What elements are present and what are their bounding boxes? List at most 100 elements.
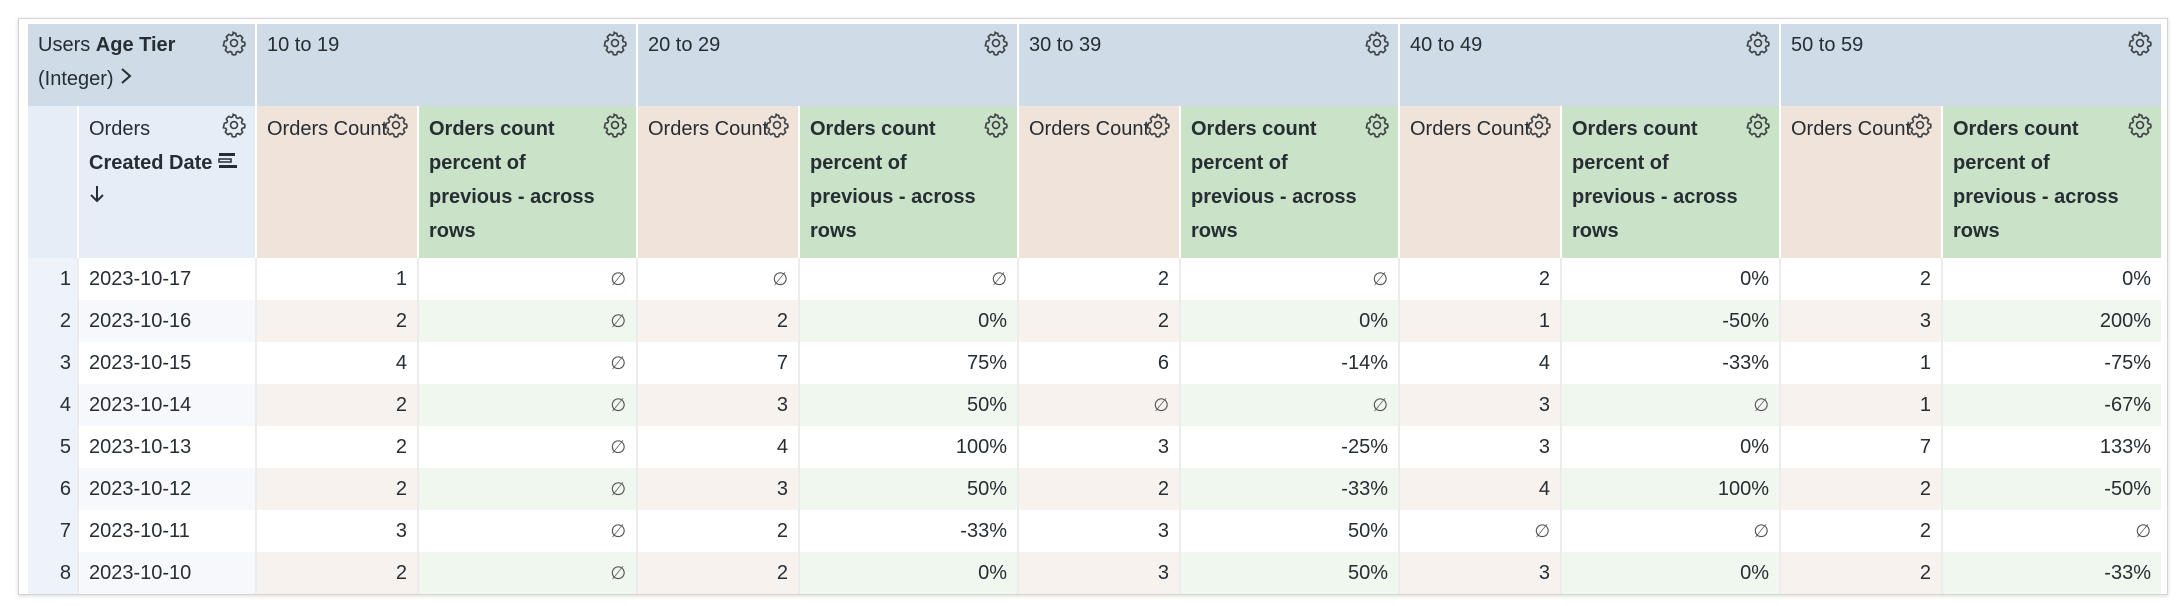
percent-previous-header[interactable]: Orders count percent of previous - acros… [417, 106, 637, 258]
percent-previous-cell[interactable]: ∅ [417, 510, 637, 552]
percent-previous-cell[interactable]: ∅ [1560, 510, 1780, 552]
orders-count-cell[interactable]: 2 [1017, 300, 1180, 342]
percent-previous-cell[interactable]: 200% [1941, 300, 2161, 342]
percent-previous-cell[interactable]: 100% [798, 426, 1018, 468]
orders-count-header[interactable]: Orders Count [636, 106, 799, 258]
created-date-cell[interactable]: 2023-10-15 [77, 342, 256, 384]
orders-count-cell[interactable]: ∅ [1398, 510, 1561, 552]
percent-previous-cell[interactable]: -50% [1560, 300, 1780, 342]
percent-previous-cell[interactable]: ∅ [417, 468, 637, 510]
orders-count-cell[interactable]: ∅ [636, 258, 799, 300]
orders-count-cell[interactable]: 3 [636, 384, 799, 426]
percent-previous-cell[interactable]: ∅ [417, 300, 637, 342]
percent-previous-header[interactable]: Orders count percent of previous - acros… [1941, 106, 2161, 258]
gear-icon[interactable] [602, 30, 628, 56]
percent-previous-cell[interactable]: -67% [1941, 384, 2161, 426]
orders-count-cell[interactable]: 3 [1017, 426, 1180, 468]
orders-count-cell[interactable]: 2 [1779, 468, 1942, 510]
percent-previous-cell[interactable]: ∅ [417, 258, 637, 300]
percent-previous-cell[interactable]: 50% [1179, 510, 1399, 552]
percent-previous-cell[interactable]: 50% [1179, 552, 1399, 594]
orders-count-cell[interactable]: 2 [1779, 510, 1942, 552]
gear-icon[interactable] [983, 112, 1009, 138]
gear-icon[interactable] [602, 112, 628, 138]
sort-desc-arrow-icon[interactable] [89, 181, 105, 215]
percent-previous-header[interactable]: Orders count percent of previous - acros… [798, 106, 1018, 258]
percent-previous-cell[interactable]: ∅ [798, 258, 1018, 300]
percent-previous-cell[interactable]: 0% [1941, 258, 2161, 300]
gear-icon[interactable] [1364, 112, 1390, 138]
orders-count-cell[interactable]: 2 [255, 426, 418, 468]
gear-icon[interactable] [1145, 112, 1171, 138]
orders-count-cell[interactable]: 2 [636, 552, 799, 594]
created-date-cell[interactable]: 2023-10-16 [77, 300, 256, 342]
percent-previous-cell[interactable]: 0% [1560, 426, 1780, 468]
orders-count-cell[interactable]: 1 [1779, 342, 1942, 384]
gear-icon[interactable] [1745, 30, 1771, 56]
orders-count-cell[interactable]: 3 [1017, 552, 1180, 594]
gear-icon[interactable] [2127, 112, 2153, 138]
created-date-cell[interactable]: 2023-10-11 [77, 510, 256, 552]
orders-count-cell[interactable]: 1 [1779, 384, 1942, 426]
orders-count-cell[interactable]: 2 [255, 300, 418, 342]
gear-icon[interactable] [1364, 30, 1390, 56]
percent-previous-header[interactable]: Orders count percent of previous - acros… [1560, 106, 1780, 258]
percent-previous-cell[interactable]: ∅ [417, 552, 637, 594]
percent-previous-cell[interactable]: 100% [1560, 468, 1780, 510]
percent-previous-cell[interactable]: -50% [1941, 468, 2161, 510]
percent-previous-cell[interactable]: 0% [1560, 552, 1780, 594]
orders-count-cell[interactable]: ∅ [1017, 384, 1180, 426]
created-date-cell[interactable]: 2023-10-14 [77, 384, 256, 426]
percent-previous-cell[interactable]: -33% [1179, 468, 1399, 510]
pivot-column-header[interactable]: 40 to 49 [1398, 24, 1780, 106]
gear-icon[interactable] [764, 112, 790, 138]
percent-previous-cell[interactable]: 0% [798, 552, 1018, 594]
orders-count-cell[interactable]: 1 [1398, 300, 1561, 342]
gear-icon[interactable] [1907, 112, 1933, 138]
orders-count-cell[interactable]: 2 [255, 384, 418, 426]
orders-count-cell[interactable]: 2 [1779, 552, 1942, 594]
created-date-cell[interactable]: 2023-10-12 [77, 468, 256, 510]
orders-count-cell[interactable]: 3 [1017, 510, 1180, 552]
orders-count-cell[interactable]: 2 [1017, 468, 1180, 510]
orders-count-cell[interactable]: 2 [1779, 258, 1942, 300]
gear-icon[interactable] [1526, 112, 1552, 138]
percent-previous-cell[interactable]: 0% [1560, 258, 1780, 300]
percent-previous-cell[interactable]: -33% [1560, 342, 1780, 384]
orders-count-cell[interactable]: 2 [255, 552, 418, 594]
orders-count-cell[interactable]: 2 [636, 300, 799, 342]
created-date-cell[interactable]: 2023-10-10 [77, 552, 256, 594]
orders-count-cell[interactable]: 3 [255, 510, 418, 552]
percent-previous-cell[interactable]: ∅ [417, 384, 637, 426]
percent-previous-cell[interactable]: ∅ [1179, 258, 1399, 300]
orders-count-cell[interactable]: 4 [1398, 342, 1561, 384]
percent-previous-cell[interactable]: ∅ [417, 426, 637, 468]
orders-count-header[interactable]: Orders Count [1017, 106, 1180, 258]
chevron-right-icon[interactable] [119, 63, 133, 97]
orders-count-cell[interactable]: 4 [1398, 468, 1561, 510]
percent-previous-cell[interactable]: 0% [798, 300, 1018, 342]
percent-previous-cell[interactable]: 50% [798, 384, 1018, 426]
created-date-cell[interactable]: 2023-10-17 [77, 258, 256, 300]
percent-previous-cell[interactable]: -14% [1179, 342, 1399, 384]
percent-previous-cell[interactable]: -25% [1179, 426, 1399, 468]
percent-previous-cell[interactable]: ∅ [1560, 384, 1780, 426]
orders-count-cell[interactable]: 2 [1017, 258, 1180, 300]
orders-count-cell[interactable]: 4 [255, 342, 418, 384]
percent-previous-cell[interactable]: 133% [1941, 426, 2161, 468]
orders-count-cell[interactable]: 2 [255, 468, 418, 510]
orders-count-cell[interactable]: 4 [636, 426, 799, 468]
percent-previous-cell[interactable]: 50% [798, 468, 1018, 510]
orders-count-cell[interactable]: 6 [1017, 342, 1180, 384]
percent-previous-cell[interactable]: ∅ [1179, 384, 1399, 426]
percent-previous-cell[interactable]: -33% [798, 510, 1018, 552]
orders-count-cell[interactable]: 7 [636, 342, 799, 384]
orders-count-header[interactable]: Orders Count [1398, 106, 1561, 258]
gear-icon[interactable] [2127, 30, 2153, 56]
percent-previous-cell[interactable]: ∅ [417, 342, 637, 384]
pivot-column-header[interactable]: 20 to 29 [636, 24, 1018, 106]
gear-icon[interactable] [983, 30, 1009, 56]
percent-previous-cell[interactable]: -33% [1941, 552, 2161, 594]
orders-count-cell[interactable]: 2 [636, 510, 799, 552]
pivot-column-header[interactable]: 10 to 19 [255, 24, 637, 106]
